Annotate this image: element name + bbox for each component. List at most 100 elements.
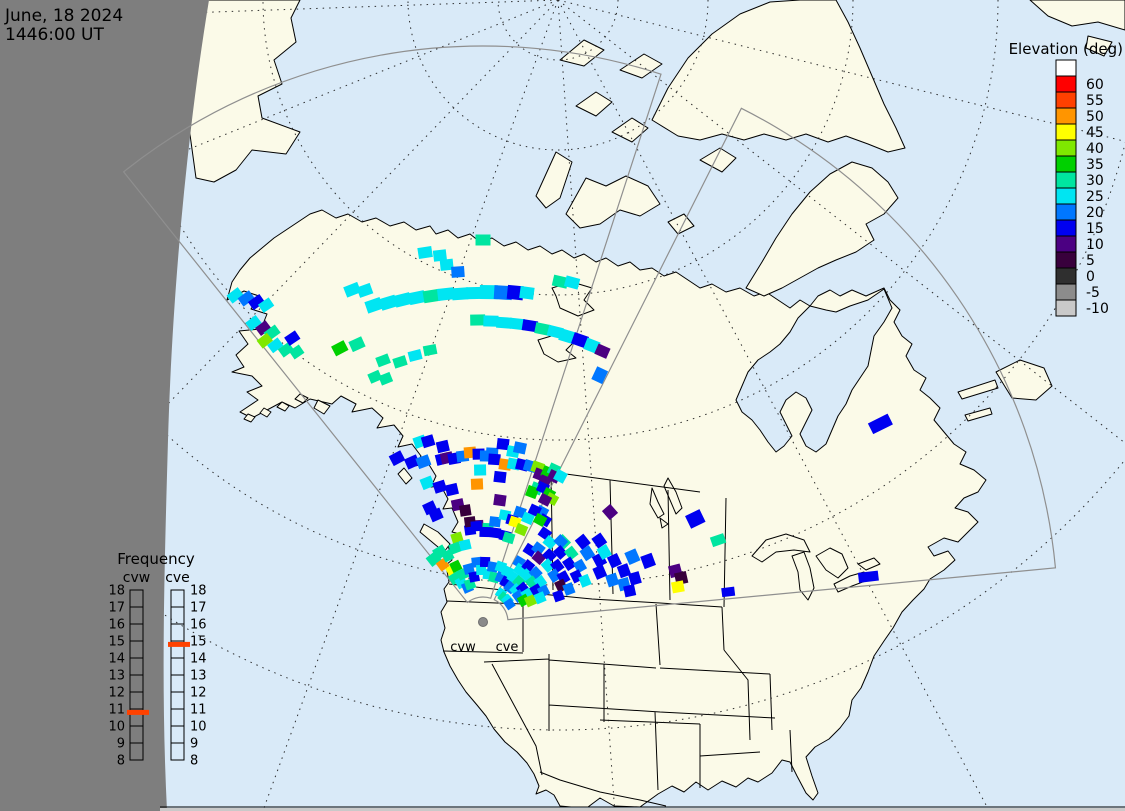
frequency-tick-label: 9	[117, 737, 125, 752]
echo-cell	[483, 315, 499, 327]
elevation-bin	[1055, 283, 1077, 301]
echo-cell	[606, 552, 622, 569]
elevation-bin	[1055, 107, 1077, 125]
hudson-bay	[735, 288, 893, 453]
elevation-bin	[1055, 219, 1077, 237]
echo-cell	[496, 437, 510, 451]
echo-cell	[552, 544, 568, 560]
echo-cell	[479, 556, 491, 568]
radar-echo-cells	[226, 234, 893, 611]
frequency-marker-cvw	[127, 709, 149, 715]
echo-cell	[379, 294, 398, 311]
echo-cell	[422, 343, 438, 357]
echo-cell	[503, 597, 516, 611]
frequency-tick-label: 14	[108, 652, 125, 667]
elevation-bin-label: 60	[1086, 77, 1104, 93]
echo-cell	[857, 570, 879, 583]
echo-cell	[466, 286, 483, 300]
frequency-tick-label: 9	[190, 737, 198, 752]
frequency-tick-label: 16	[190, 618, 207, 633]
radar-site-dot	[478, 617, 488, 627]
baffin-island	[745, 161, 899, 297]
echo-cell	[553, 533, 569, 549]
echo-cell	[537, 492, 553, 507]
echo-cell	[533, 591, 547, 605]
echo-cell	[493, 470, 507, 484]
frequency-tick-label: 12	[190, 686, 207, 701]
elevation-bin-label: -5	[1086, 285, 1100, 301]
elevation-bin-label: 55	[1086, 93, 1104, 109]
echo-cell	[356, 282, 374, 298]
echo-cell	[570, 332, 590, 349]
frequency-tick-label: 12	[108, 686, 125, 701]
echo-cell	[532, 512, 548, 527]
echo-cell	[572, 558, 588, 574]
greenland-islet	[1085, 35, 1113, 57]
fov-outline-cve	[493, 107, 1057, 621]
echo-cell	[591, 532, 608, 549]
echo-cell	[592, 564, 608, 580]
frequency-marker-cve	[168, 641, 190, 647]
echo-cell	[331, 340, 349, 357]
echo-cell	[288, 344, 305, 360]
elevation-bin	[1055, 267, 1077, 285]
echo-cell	[257, 297, 275, 313]
greenland-tip	[1029, 0, 1125, 31]
elevation-bin	[1055, 251, 1077, 269]
victoria-island	[565, 175, 661, 229]
echo-cell	[496, 316, 512, 329]
echo-cell	[479, 526, 491, 538]
echo-cell	[393, 292, 412, 308]
elevation-bin-label: 15	[1086, 221, 1104, 237]
echo-cell	[459, 504, 472, 517]
echo-cell	[512, 441, 528, 455]
elevation-bin	[1055, 235, 1077, 253]
echo-cell	[448, 541, 463, 555]
echo-cell	[616, 563, 632, 579]
echo-cell	[534, 322, 552, 336]
elevation-bin-label: 20	[1086, 205, 1104, 221]
echo-cell	[514, 522, 529, 537]
elevation-bin	[1055, 171, 1077, 189]
fov-outline-cvw	[122, 45, 662, 604]
frequency-legend-columns: cvw89101112131415161718cve89101112131415…	[108, 570, 206, 769]
echo-cell	[579, 545, 596, 562]
echo-cell	[521, 319, 539, 333]
elevation-bin	[1055, 203, 1077, 221]
echo-cell	[237, 290, 255, 307]
echo-cell	[462, 562, 475, 576]
aleutian-islands	[243, 393, 309, 423]
state-province-borders	[442, 471, 793, 807]
echo-cell	[428, 507, 444, 523]
echo-cell	[226, 287, 244, 304]
lake-manitoba	[659, 517, 669, 529]
echo-cell	[563, 545, 579, 561]
echo-cell	[392, 355, 408, 369]
elevation-bin-label: 40	[1086, 141, 1104, 157]
echo-cell	[578, 573, 592, 588]
frequency-tick-label: 10	[190, 720, 207, 735]
echo-cell	[591, 366, 609, 385]
outside-projection-area	[0, 0, 209, 811]
echo-cell	[594, 343, 611, 359]
elevation-bin	[1055, 123, 1077, 141]
echo-cell	[432, 249, 447, 262]
echo-cell	[388, 450, 406, 467]
elevation-bin	[1055, 155, 1077, 173]
echo-cell	[451, 287, 469, 301]
echo-cell	[601, 503, 619, 521]
echo-cell	[552, 589, 565, 603]
echo-cell	[432, 479, 448, 494]
echo-cell	[561, 556, 577, 572]
echo-cell	[596, 544, 612, 560]
radar-site-label-cve: cve	[496, 640, 519, 655]
frequency-tick-label: 17	[108, 601, 125, 616]
echo-cell	[375, 353, 391, 368]
somerset-island	[699, 147, 737, 173]
elevation-bin-label: 50	[1086, 109, 1104, 125]
elevation-bin-label: 5	[1086, 253, 1095, 269]
frequency-legend: Frequency cvw89101112131415161718cve8910…	[108, 550, 206, 769]
echo-cell	[508, 317, 526, 331]
